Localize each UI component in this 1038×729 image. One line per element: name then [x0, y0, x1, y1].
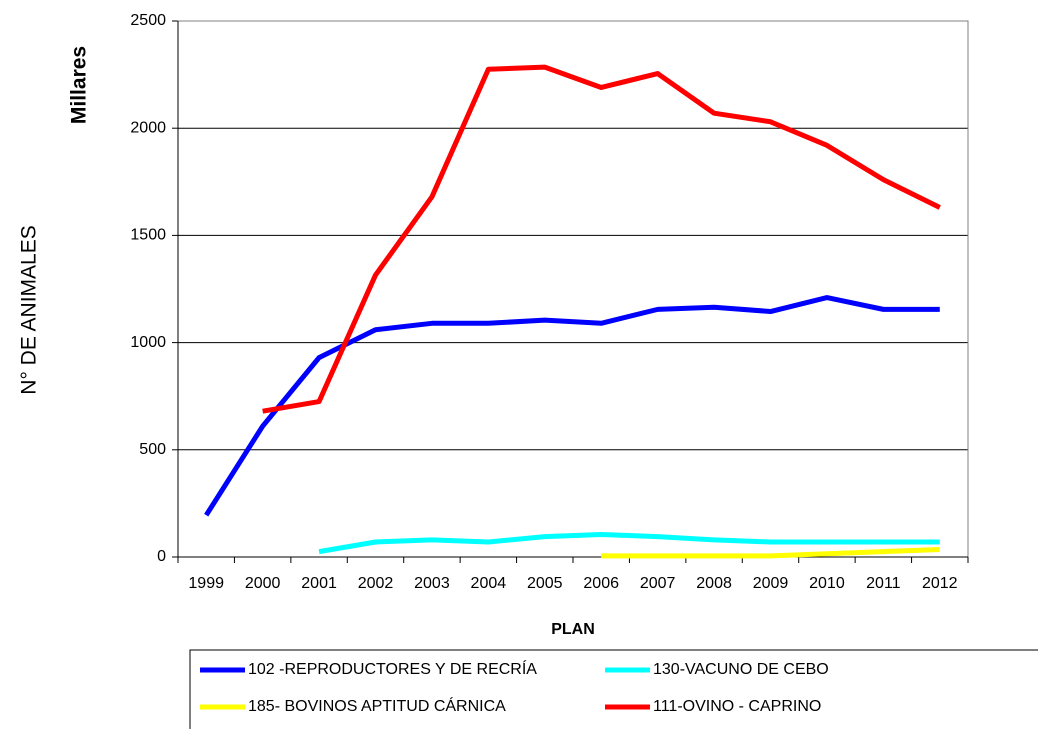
x-tick-label: 2001 — [301, 575, 337, 592]
x-tick-label: 2012 — [922, 575, 958, 592]
series-line — [262, 64, 941, 414]
legend-label: 185- BOVINOS APTITUD CÁRNICA — [248, 696, 506, 715]
x-tick-label: 2003 — [414, 575, 450, 592]
y-axis-title: N° DE ANIMALES — [18, 225, 41, 394]
x-tick-label: 2002 — [358, 575, 394, 592]
x-tick-label: 2011 — [866, 575, 901, 592]
legend-box — [189, 649, 1038, 729]
x-tick-label: 2000 — [245, 575, 281, 592]
x-axis-title: PLAN — [551, 621, 595, 638]
x-tick-label: 2009 — [753, 575, 789, 592]
x-tick-label: 2006 — [583, 575, 619, 592]
series-line — [204, 295, 940, 517]
y-tick-label: 2000 — [130, 119, 166, 136]
x-tick-label: 2010 — [809, 575, 845, 592]
y-tick-label: 1000 — [130, 334, 166, 351]
series-line — [318, 531, 940, 555]
y-tick-label: 500 — [139, 441, 166, 458]
x-tick-label: 2008 — [696, 575, 732, 592]
x-tick-label: 2004 — [471, 575, 507, 592]
legend-label: 130-VACUNO DE CEBO — [653, 661, 829, 678]
legend-label: 111-OVINO - CAPRINO — [653, 698, 821, 715]
x-tick-label: 1999 — [188, 575, 224, 592]
y-tick-label: 2500 — [130, 12, 166, 29]
x-tick-label: 2005 — [527, 575, 563, 592]
y-tick-label: 0 — [157, 548, 166, 565]
series-line — [601, 546, 940, 559]
y-tick-label: 1500 — [130, 227, 166, 244]
legend-label: 102 -REPRODUCTORES Y DE RECRÍA — [248, 659, 537, 678]
y-unit-label: Millares — [68, 46, 91, 124]
x-tick-label: 2007 — [640, 575, 676, 592]
plot-frame — [177, 20, 969, 558]
